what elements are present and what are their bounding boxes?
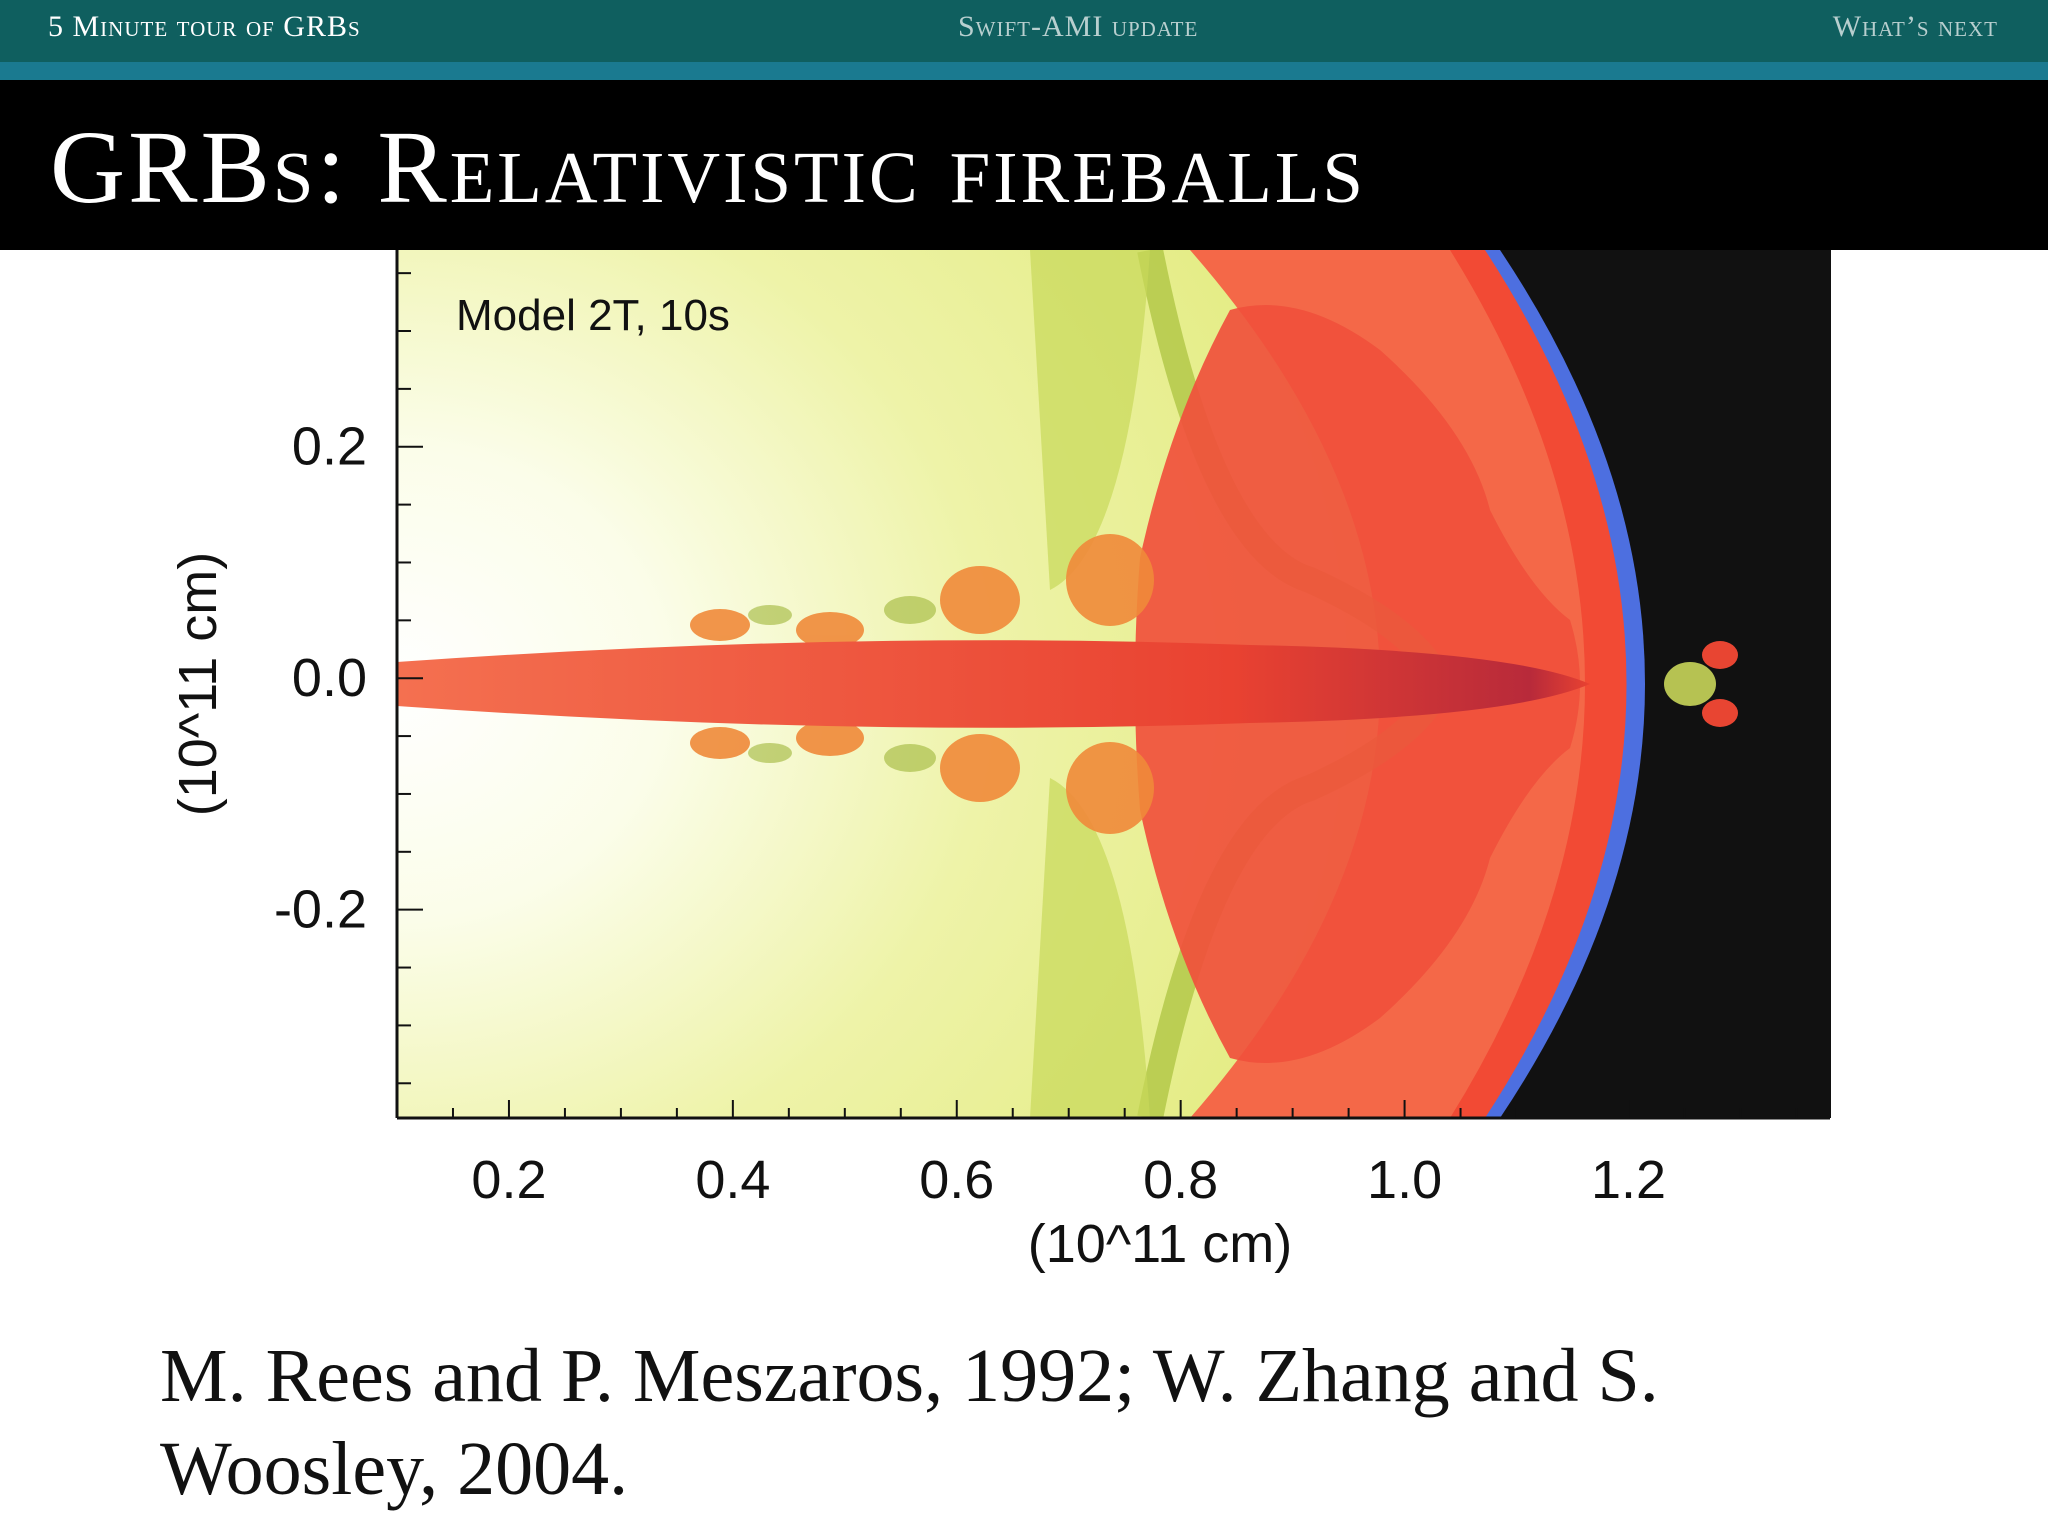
y-axis-label: (10^11 cm) xyxy=(168,552,228,816)
y-tick-label: 0.0 xyxy=(292,648,367,708)
citation-text: M. Rees and P. Meszaros, 1992; W. Zhang … xyxy=(160,1334,1659,1511)
x-tick-label: 0.2 xyxy=(471,1150,546,1210)
y-tick-label: 0.2 xyxy=(292,417,367,477)
y-axis-ticks: 0.2 0.0 -0.2 xyxy=(274,272,423,1085)
model-annotation: Model 2T, 10s xyxy=(456,291,730,340)
nav-item-swift-ami-update[interactable]: Swift-AMI update xyxy=(958,10,1199,43)
simulation-plot: 0.2 0.4 0.6 0.8 1.0 1.2 0.2 0.0 -0.2 Model 2T, … xyxy=(168,250,1831,1274)
simulation-image xyxy=(397,250,1830,1118)
top-navigation-bar: 5 Minute tour of GRBs Swift-AMI update W… xyxy=(0,0,2048,80)
nav-item-grb-tour[interactable]: 5 Minute tour of GRBs xyxy=(48,10,361,43)
x-tick-label: 1.2 xyxy=(1591,1150,1666,1210)
y-tick-label: -0.2 xyxy=(274,880,367,940)
x-axis-ticks: 0.2 0.4 0.6 0.8 1.0 1.2 xyxy=(451,1100,1798,1210)
x-tick-label: 0.4 xyxy=(695,1150,770,1210)
slide-title: GRBs: Relativistic fireballs xyxy=(50,110,1367,225)
x-tick-label: 1.0 xyxy=(1367,1150,1442,1210)
simulation-figure: 0.2 0.4 0.6 0.8 1.0 1.2 0.2 0.0 -0.2 Model 2T, … xyxy=(150,250,1900,1290)
x-axis-label: (10^11 cm) xyxy=(1028,1214,1292,1274)
nav-item-whats-next[interactable]: What’s next xyxy=(1832,10,1998,43)
x-tick-label: 0.6 xyxy=(919,1150,994,1210)
x-tick-label: 0.8 xyxy=(1143,1150,1218,1210)
slide-title-bar: GRBs: Relativistic fireballs xyxy=(0,80,2048,250)
